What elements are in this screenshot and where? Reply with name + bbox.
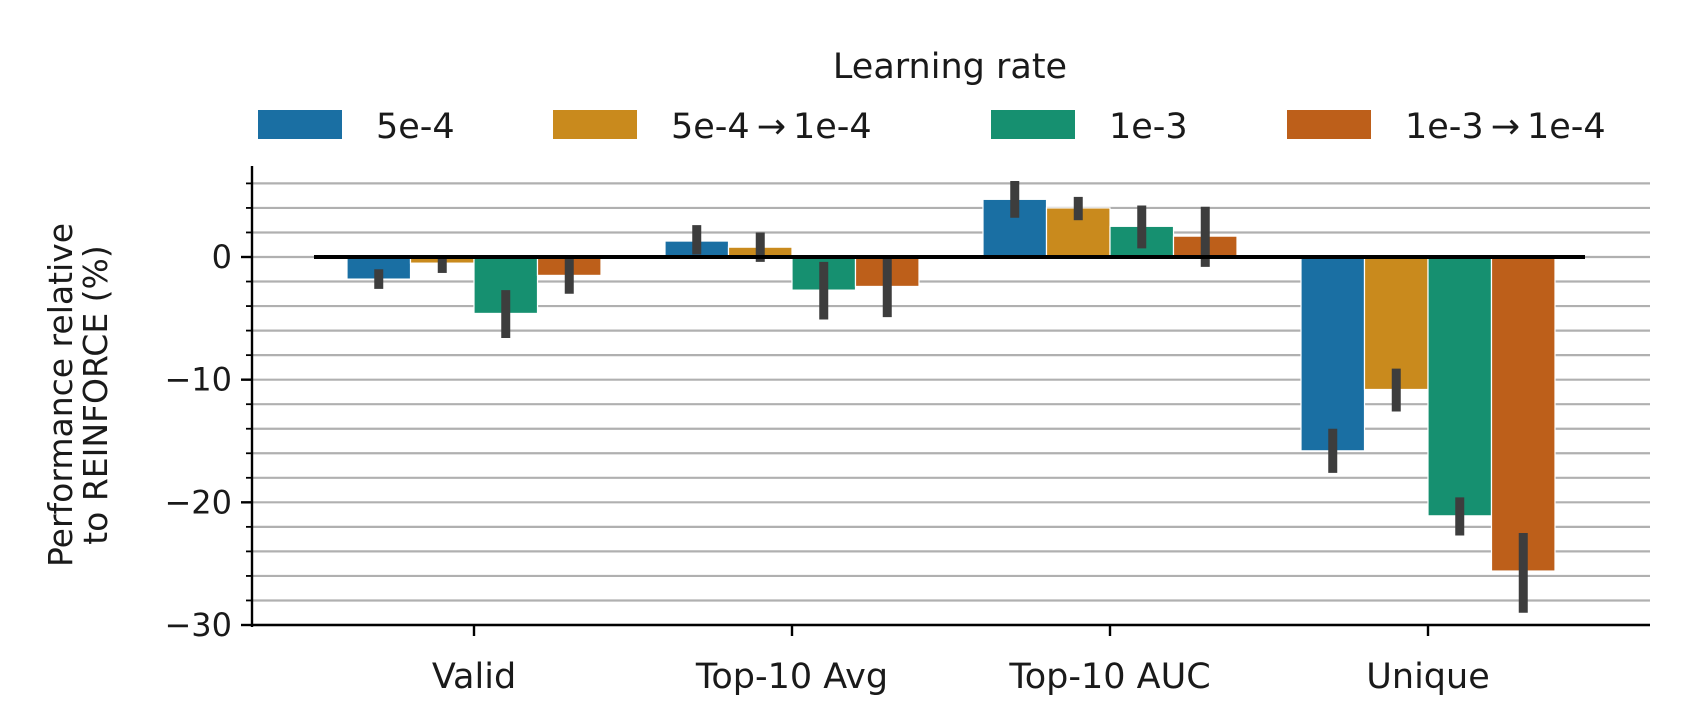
x-tick-label: Top-10 AUC	[1008, 657, 1210, 697]
bar	[1300, 256, 1366, 452]
y-axis-label: Performance relative to REINFORCE (%)	[41, 223, 115, 567]
legend-swatch	[991, 110, 1075, 139]
legend-label: 5e-4 → 1e-4	[671, 107, 872, 147]
y-axis-label-line-2: to REINFORCE (%)	[76, 245, 115, 545]
y-axis-label-line-1: Performance relative	[41, 223, 80, 567]
legend-swatch	[258, 110, 342, 139]
legend-label: 1e-3 → 1e-4	[1405, 107, 1606, 147]
y-tick-label: −30	[164, 606, 232, 644]
legend-label: 1e-3	[1109, 107, 1188, 147]
bar-groups	[346, 198, 1556, 572]
y-tick-label: −20	[164, 483, 232, 521]
y-tick-label: 0	[212, 238, 232, 276]
legend-swatch	[553, 110, 637, 139]
legend-title: Learning rate	[833, 47, 1067, 87]
x-tick-label: Valid	[432, 657, 516, 697]
x-tick-label: Unique	[1366, 657, 1489, 697]
x-tick-label: Top-10 Avg	[695, 657, 888, 697]
legend-swatch	[1287, 110, 1371, 139]
y-tick-label: −10	[164, 361, 232, 399]
legend-label: 5e-4	[376, 107, 455, 147]
axes: −30 −20 −10 0 Valid Top-10 Avg Top-10 AUC Uniqu…	[164, 166, 1650, 697]
bar	[1427, 256, 1493, 517]
legend: Learning rate 5e-4 5e-4 → 1e-4 1e-3 1e-3 → …	[258, 47, 1606, 147]
bar	[1490, 256, 1556, 572]
